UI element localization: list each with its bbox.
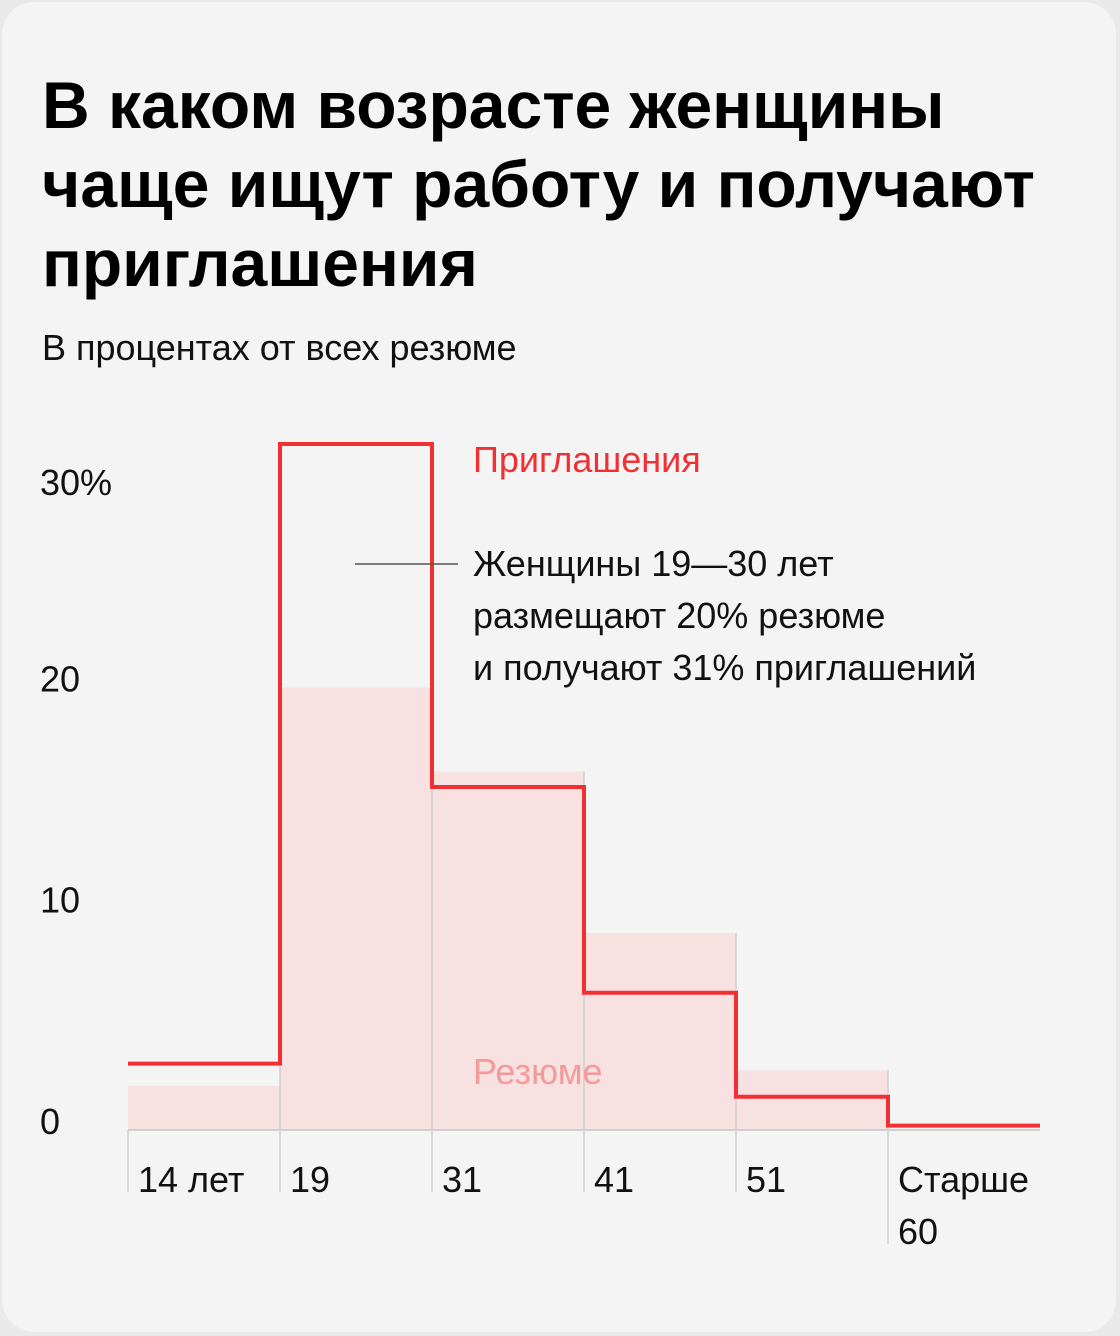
- resume-bars: [128, 687, 888, 1130]
- x-tick-label: 51: [746, 1159, 786, 1200]
- resume-bar: [736, 1070, 888, 1130]
- x-axis-labels: 14 лет 19 31 41 51 Старше 60: [138, 1159, 1029, 1252]
- y-tick-label: 20: [40, 658, 80, 699]
- y-tick-label: 10: [40, 880, 80, 921]
- invitations-step-path: [128, 442, 1040, 1128]
- annotation-text-line: Женщины 19—30 лет: [473, 543, 834, 584]
- x-tick-label: 31: [442, 1159, 482, 1200]
- annotation: Приглашения Резюме Женщины 19—30 лет размещ…: [355, 439, 976, 1092]
- annotation-text-line: размещают 20% резюме: [473, 595, 885, 636]
- chart-subtitle: В процентах от всех резюме: [42, 327, 517, 368]
- x-tick-label: Старше: [898, 1159, 1029, 1200]
- resume-bar: [280, 687, 432, 1130]
- resume-bar: [432, 771, 584, 1130]
- invitations-line: [128, 442, 1040, 1128]
- y-tick-label: 30%: [40, 462, 112, 503]
- x-tick-label: 60: [898, 1211, 938, 1252]
- chart-title: В каком возрасте женщины чаще ищут работ…: [42, 68, 1035, 300]
- series-label-invitations: Приглашения: [473, 439, 701, 480]
- resume-bar: [128, 1085, 280, 1130]
- series-label-resumes: Резюме: [473, 1051, 603, 1092]
- resume-bar: [584, 933, 736, 1130]
- x-tick-label: 19: [290, 1159, 330, 1200]
- x-tick-label: 14 лет: [138, 1159, 244, 1200]
- y-axis-labels: 0 10 20 30%: [40, 462, 112, 1142]
- x-tick-label: 41: [594, 1159, 634, 1200]
- annotation-text-line: и получают 31% приглашений: [473, 647, 976, 688]
- y-tick-label: 0: [40, 1101, 60, 1142]
